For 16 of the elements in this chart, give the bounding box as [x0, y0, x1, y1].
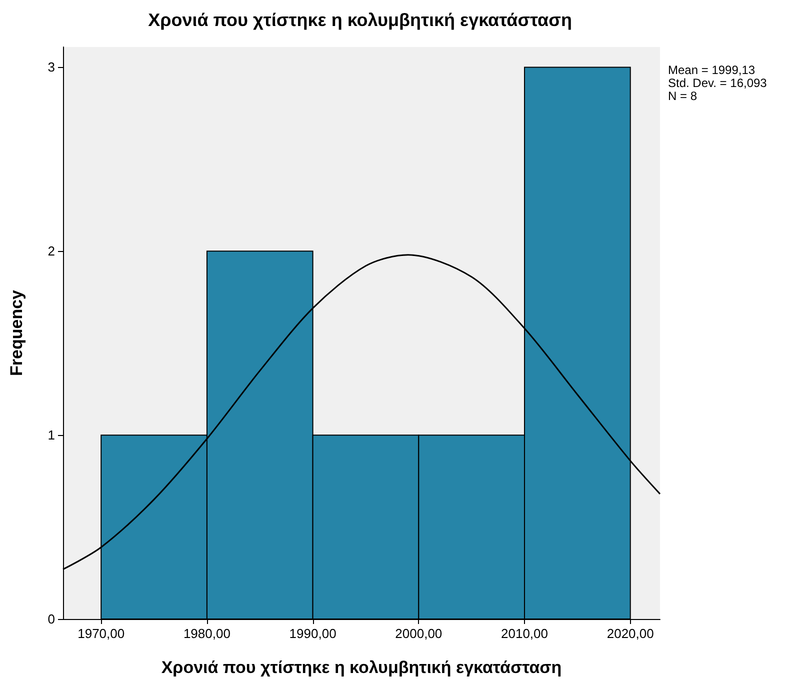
chart-title: Χρονιά που χτίστηκε η κολυμβητική εγκατάσταση — [148, 10, 572, 30]
text: N = 8 — [668, 89, 698, 103]
text: Std. Dev. = 16,093 — [668, 76, 768, 90]
x-tick-label: 2010,00 — [501, 626, 548, 641]
y-tick-label: 2 — [48, 244, 55, 259]
text: Mean = 1999,13 — [668, 63, 756, 77]
y-tick-label: 1 — [48, 428, 55, 443]
y-axis-title: Frequency — [7, 289, 26, 376]
x-tick-label: 1990,00 — [289, 626, 336, 641]
x-axis-title: Χρονιά που χτίστηκε η κολυμβητική εγκατάσταση — [161, 658, 562, 677]
y-tick-label: 3 — [48, 60, 55, 75]
x-tick-label: 1970,00 — [78, 626, 125, 641]
x-tick-label: 2000,00 — [395, 626, 442, 641]
x-tick-label: 2020,00 — [606, 626, 654, 641]
x-tick-label: 1980,00 — [183, 626, 230, 641]
y-tick-label: 0 — [48, 612, 55, 626]
